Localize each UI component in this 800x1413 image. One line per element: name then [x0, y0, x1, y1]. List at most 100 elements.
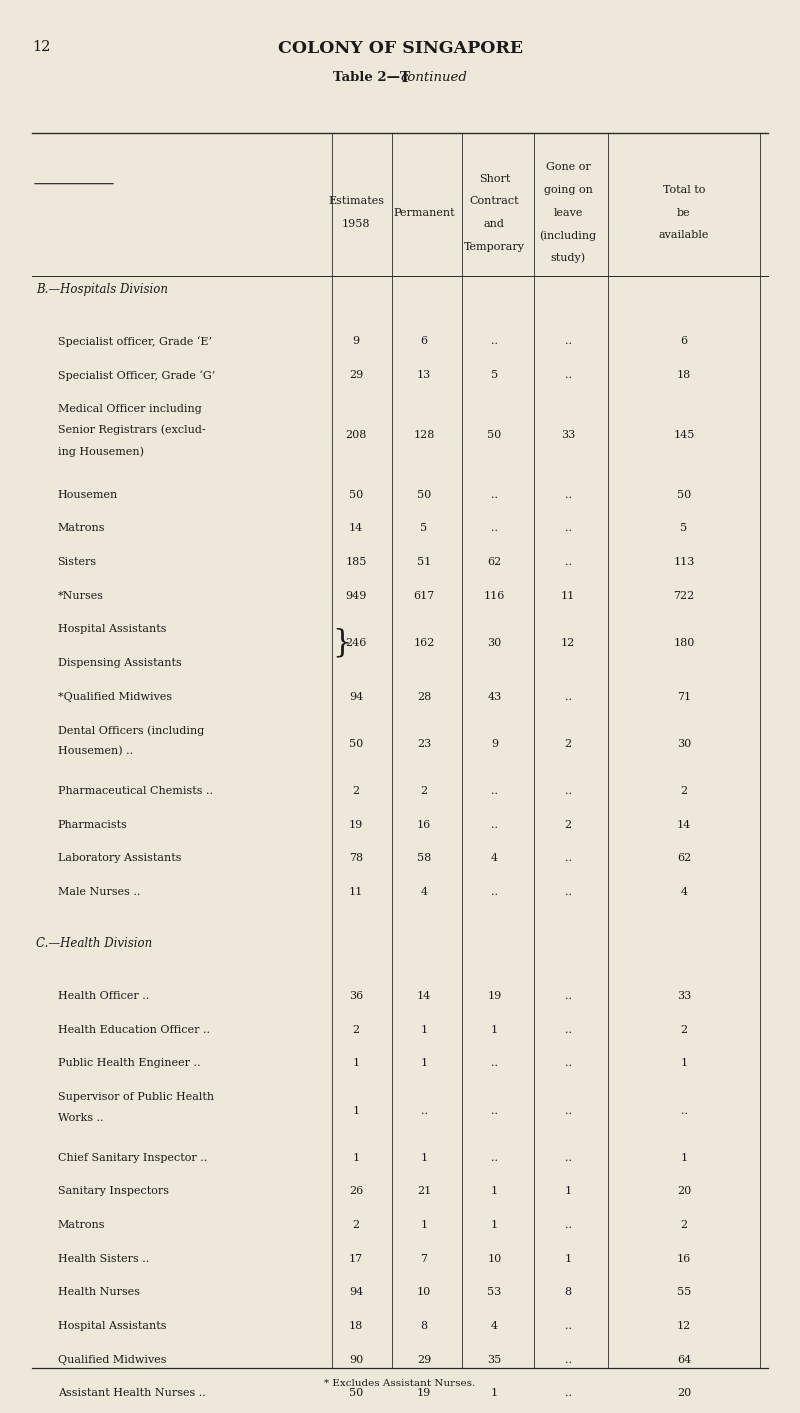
Text: 33: 33 [561, 430, 575, 439]
Text: 19: 19 [487, 991, 502, 1000]
Text: Pharmaceutical Chemists ..: Pharmaceutical Chemists .. [58, 786, 213, 796]
Text: 1: 1 [421, 1058, 427, 1068]
Text: 1: 1 [353, 1058, 359, 1068]
Text: 4: 4 [491, 1321, 498, 1331]
Text: 6: 6 [681, 336, 687, 346]
Text: 113: 113 [674, 557, 694, 567]
Text: 29: 29 [349, 370, 363, 380]
Text: 617: 617 [414, 591, 434, 601]
Text: 50: 50 [487, 430, 502, 439]
Text: 53: 53 [487, 1287, 502, 1297]
Text: 10: 10 [487, 1253, 502, 1263]
Text: C.—Health Division: C.—Health Division [36, 937, 152, 951]
Text: 11: 11 [561, 591, 575, 601]
Text: 35: 35 [487, 1355, 502, 1365]
Text: 1: 1 [681, 1058, 687, 1068]
Text: 9: 9 [353, 336, 359, 346]
Text: 2: 2 [681, 1024, 687, 1034]
Text: ..: .. [491, 490, 498, 500]
Text: 2: 2 [353, 1219, 359, 1229]
Text: Sisters: Sisters [58, 557, 97, 567]
Text: ..: .. [565, 336, 571, 346]
Text: *Qualified Midwives: *Qualified Midwives [58, 691, 172, 701]
Text: 29: 29 [417, 1355, 431, 1365]
Text: 1958: 1958 [342, 219, 370, 229]
Text: Contract: Contract [470, 196, 519, 206]
Text: 33: 33 [677, 991, 691, 1000]
Text: ..: .. [491, 336, 498, 346]
Text: ..: .. [421, 1105, 427, 1115]
Text: 55: 55 [677, 1287, 691, 1297]
Text: Health Officer ..: Health Officer .. [58, 991, 149, 1000]
Text: Assistant Health Nurses ..: Assistant Health Nurses .. [58, 1388, 206, 1397]
Text: 50: 50 [417, 490, 431, 500]
Text: 20: 20 [677, 1187, 691, 1197]
Text: 14: 14 [677, 820, 691, 829]
Text: ..: .. [565, 991, 571, 1000]
Text: 16: 16 [417, 820, 431, 829]
Text: 18: 18 [677, 370, 691, 380]
Text: 19: 19 [349, 820, 363, 829]
Text: Dental Officers (including: Dental Officers (including [58, 725, 204, 736]
Text: ..: .. [491, 887, 498, 897]
Text: Hospital Assistants: Hospital Assistants [58, 625, 166, 634]
Text: 5: 5 [421, 523, 427, 533]
Text: Specialist officer, Grade ‘E’: Specialist officer, Grade ‘E’ [58, 336, 211, 348]
Text: 16: 16 [677, 1253, 691, 1263]
Text: 1: 1 [491, 1388, 498, 1397]
Text: be: be [677, 208, 691, 218]
Text: 145: 145 [674, 430, 694, 439]
Text: 43: 43 [487, 691, 502, 701]
Text: 1: 1 [421, 1024, 427, 1034]
Text: ..: .. [565, 887, 571, 897]
Text: 1: 1 [565, 1253, 571, 1263]
Text: 1: 1 [353, 1105, 359, 1115]
Text: Total to: Total to [663, 185, 705, 195]
Text: 1: 1 [491, 1219, 498, 1229]
Text: Estimates: Estimates [328, 196, 384, 206]
Text: 14: 14 [417, 991, 431, 1000]
Text: Housemen) ..: Housemen) .. [58, 746, 133, 756]
Text: ..: .. [565, 1153, 571, 1163]
Text: Public Health Engineer ..: Public Health Engineer .. [58, 1058, 200, 1068]
Text: T: T [400, 71, 410, 85]
Text: Chief Sanitary Inspector ..: Chief Sanitary Inspector .. [58, 1153, 207, 1163]
Text: COLONY OF SINGAPORE: COLONY OF SINGAPORE [278, 40, 522, 57]
Text: }: } [332, 627, 351, 658]
Text: Pharmacists: Pharmacists [58, 820, 127, 829]
Text: 4: 4 [421, 887, 427, 897]
Text: 4: 4 [681, 887, 687, 897]
Text: 51: 51 [417, 557, 431, 567]
Text: continued: continued [400, 71, 467, 83]
Text: ..: .. [491, 1105, 498, 1115]
Text: 246: 246 [346, 637, 366, 647]
Text: ..: .. [491, 820, 498, 829]
Text: ..: .. [565, 691, 571, 701]
Text: ..: .. [565, 1219, 571, 1229]
Text: ..: .. [565, 853, 571, 863]
Text: 50: 50 [677, 490, 691, 500]
Text: 78: 78 [349, 853, 363, 863]
Text: leave: leave [554, 208, 582, 218]
Text: 10: 10 [417, 1287, 431, 1297]
Text: 2: 2 [565, 739, 571, 749]
Text: ..: .. [565, 557, 571, 567]
Text: 50: 50 [349, 490, 363, 500]
Text: 116: 116 [484, 591, 505, 601]
Text: 58: 58 [417, 853, 431, 863]
Text: 14: 14 [349, 523, 363, 533]
Text: ..: .. [565, 1105, 571, 1115]
Text: ing Housemen): ing Housemen) [58, 447, 144, 456]
Text: Table 2—: Table 2— [333, 71, 400, 83]
Text: Works ..: Works .. [58, 1113, 103, 1123]
Text: ..: .. [491, 1058, 498, 1068]
Text: ..: .. [565, 1355, 571, 1365]
Text: ..: .. [491, 523, 498, 533]
Text: 2: 2 [421, 786, 427, 796]
Text: ..: .. [491, 1153, 498, 1163]
Text: 949: 949 [346, 591, 366, 601]
Text: *Nurses: *Nurses [58, 591, 104, 601]
Text: 4: 4 [491, 853, 498, 863]
Text: 8: 8 [565, 1287, 571, 1297]
Text: 1: 1 [421, 1219, 427, 1229]
